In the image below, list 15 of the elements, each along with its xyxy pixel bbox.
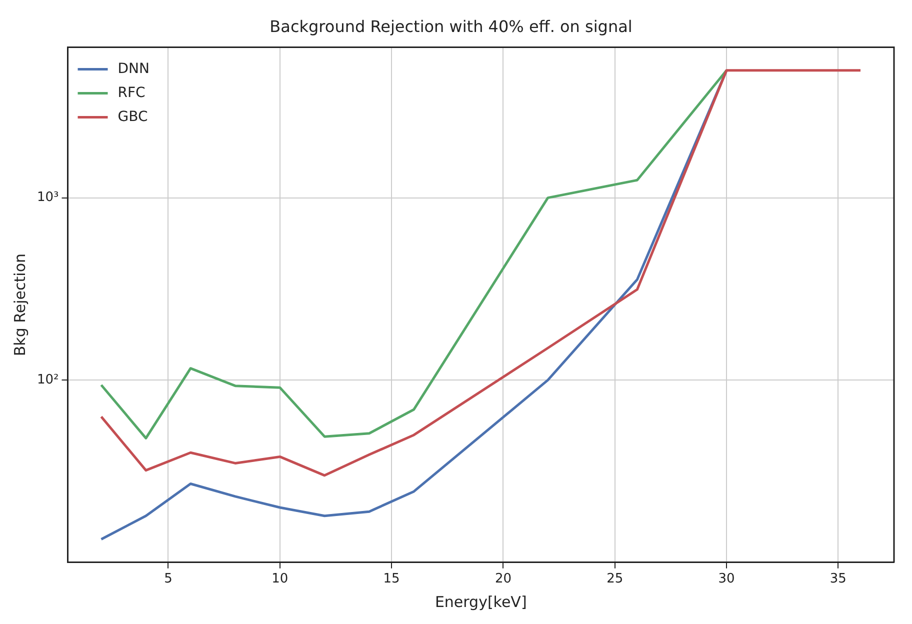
legend-label: GBC <box>118 108 148 125</box>
x-tick-label: 5 <box>164 572 172 587</box>
legend-label: RFC <box>118 84 146 101</box>
y-tick-label: 10² <box>36 372 59 388</box>
x-tick-label: 15 <box>383 572 400 587</box>
y-axis-title: Bkg Rejection <box>10 253 29 356</box>
x-tick-label: 20 <box>494 572 512 587</box>
x-tick-label: 25 <box>606 572 624 587</box>
x-axis-title: Energy[keV] <box>434 592 527 611</box>
x-tick-label: 35 <box>830 572 846 587</box>
chart-title: Background Rejection with 40% eff. on signal <box>270 16 632 36</box>
x-tick-label: 30 <box>718 572 735 587</box>
legend-label: DNN <box>118 60 150 77</box>
y-tick-label: 10³ <box>36 190 59 206</box>
x-tick-label: 10 <box>272 572 288 587</box>
